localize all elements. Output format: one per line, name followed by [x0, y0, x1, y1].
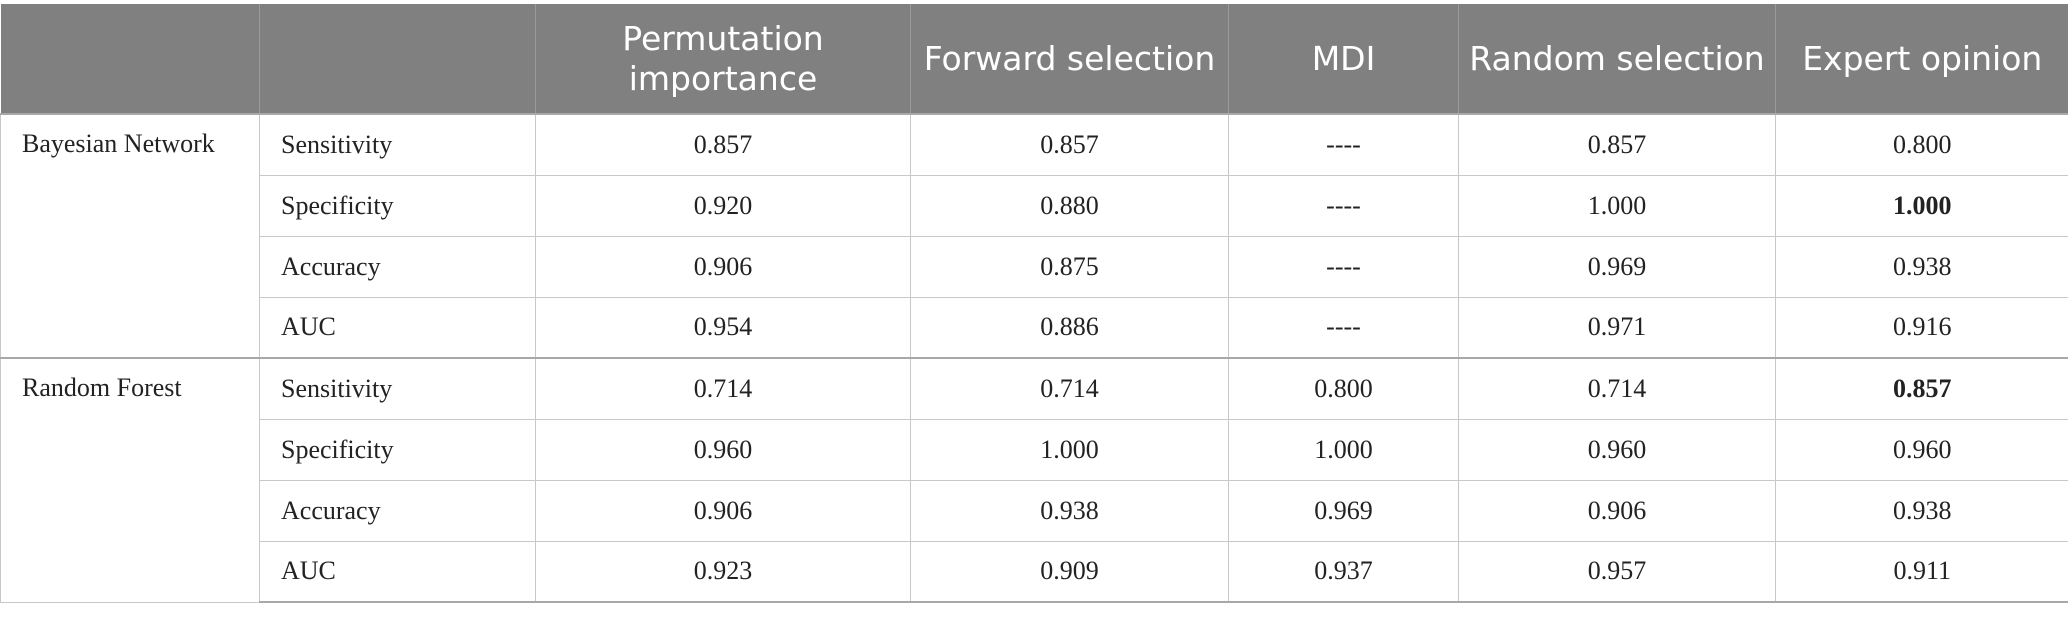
table-cell: 0.875 [910, 235, 1229, 298]
table-row: Accuracy 0.906 0.938 0.969 0.906 0.938 [1, 479, 2068, 542]
metric-label: AUC [259, 540, 536, 603]
table-cell: 0.923 [535, 540, 911, 603]
table-cell: 0.960 [1775, 418, 2068, 481]
metric-label: Accuracy [259, 479, 536, 542]
table-cell: 0.800 [1775, 113, 2068, 176]
table-cell: 0.886 [910, 296, 1229, 359]
metric-label: Sensitivity [259, 113, 536, 176]
metric-label: Specificity [259, 174, 536, 237]
table-cell: ---- [1228, 174, 1459, 237]
table-cell: 0.938 [910, 479, 1229, 542]
table-cell: 1.000 [1458, 174, 1776, 237]
table-row: Specificity 0.960 1.000 1.000 0.960 0.96… [1, 418, 2068, 481]
table-cell-highlighted: 0.857 [1775, 357, 2068, 420]
table-header: Permutation importance Forward selection… [0, 4, 2068, 114]
header-permutation-importance: Permutation importance [535, 4, 911, 114]
metric-label: Accuracy [259, 235, 536, 298]
model-name-random-forest: Random Forest [0, 357, 260, 603]
table-cell: 0.906 [535, 479, 911, 542]
table-cell: 0.957 [1458, 540, 1776, 603]
table-row: Random Forest Sensitivity 0.714 0.714 0.… [0, 357, 2068, 603]
table-cell: ---- [1228, 235, 1459, 298]
table-cell: ---- [1228, 113, 1459, 176]
table-cell: 0.857 [910, 113, 1229, 176]
table-row: AUC 0.923 0.909 0.937 0.957 0.911 [1, 540, 2068, 603]
table-cell: 0.800 [1228, 357, 1459, 420]
table-cell: 0.937 [1228, 540, 1459, 603]
table-cell: 0.920 [535, 174, 911, 237]
table-cell: 0.857 [1458, 113, 1776, 176]
table-row: Specificity 0.920 0.880 ---- 1.000 1.000 [1, 174, 2068, 237]
table-cell: 1.000 [1228, 418, 1459, 481]
table-cell: 1.000 [910, 418, 1229, 481]
table-cell: 0.857 [535, 113, 911, 176]
table-cell: 0.906 [1458, 479, 1776, 542]
table-cell-highlighted: 1.000 [1775, 174, 2068, 237]
metric-label: AUC [259, 296, 536, 359]
table-cell: 0.960 [535, 418, 911, 481]
table-cell: 0.938 [1775, 235, 2068, 298]
table-cell: 0.960 [1458, 418, 1776, 481]
table-cell: ---- [1228, 296, 1459, 359]
table-cell: 0.916 [1775, 296, 2068, 359]
header-row: Permutation importance Forward selection… [0, 4, 2068, 114]
header-model [0, 4, 260, 114]
table-row: Bayesian Network Sensitivity 0.857 0.857… [0, 113, 2068, 359]
table-cell: 0.909 [910, 540, 1229, 603]
header-metric [259, 4, 536, 114]
table-cell: 0.714 [1458, 357, 1776, 420]
header-mdi: MDI [1228, 4, 1459, 114]
table-cell: 0.954 [535, 296, 911, 359]
table-cell: 0.911 [1775, 540, 2068, 603]
metric-label: Sensitivity [259, 357, 536, 420]
table-cell: 0.969 [1458, 235, 1776, 298]
model-name-bayesian-network: Bayesian Network [0, 113, 260, 359]
results-table: Permutation importance Forward selection… [0, 4, 2068, 603]
table-cell: 0.880 [910, 174, 1229, 237]
table-row: Accuracy 0.906 0.875 ---- 0.969 0.938 [1, 235, 2068, 298]
table-body: Bayesian Network Sensitivity 0.857 0.857… [0, 113, 2068, 603]
metric-label: Specificity [259, 418, 536, 481]
table-cell: 0.938 [1775, 479, 2068, 542]
table-cell: 0.714 [910, 357, 1229, 420]
header-expert-opinion: Expert opinion [1775, 4, 2068, 114]
table-cell: 0.714 [535, 357, 911, 420]
table-cell: 0.906 [535, 235, 911, 298]
header-forward-selection: Forward selection [910, 4, 1229, 114]
table-row: AUC 0.954 0.886 ---- 0.971 0.916 [1, 296, 2068, 359]
header-random-selection: Random selection [1458, 4, 1776, 114]
table-cell: 0.971 [1458, 296, 1776, 359]
table-cell: 0.969 [1228, 479, 1459, 542]
